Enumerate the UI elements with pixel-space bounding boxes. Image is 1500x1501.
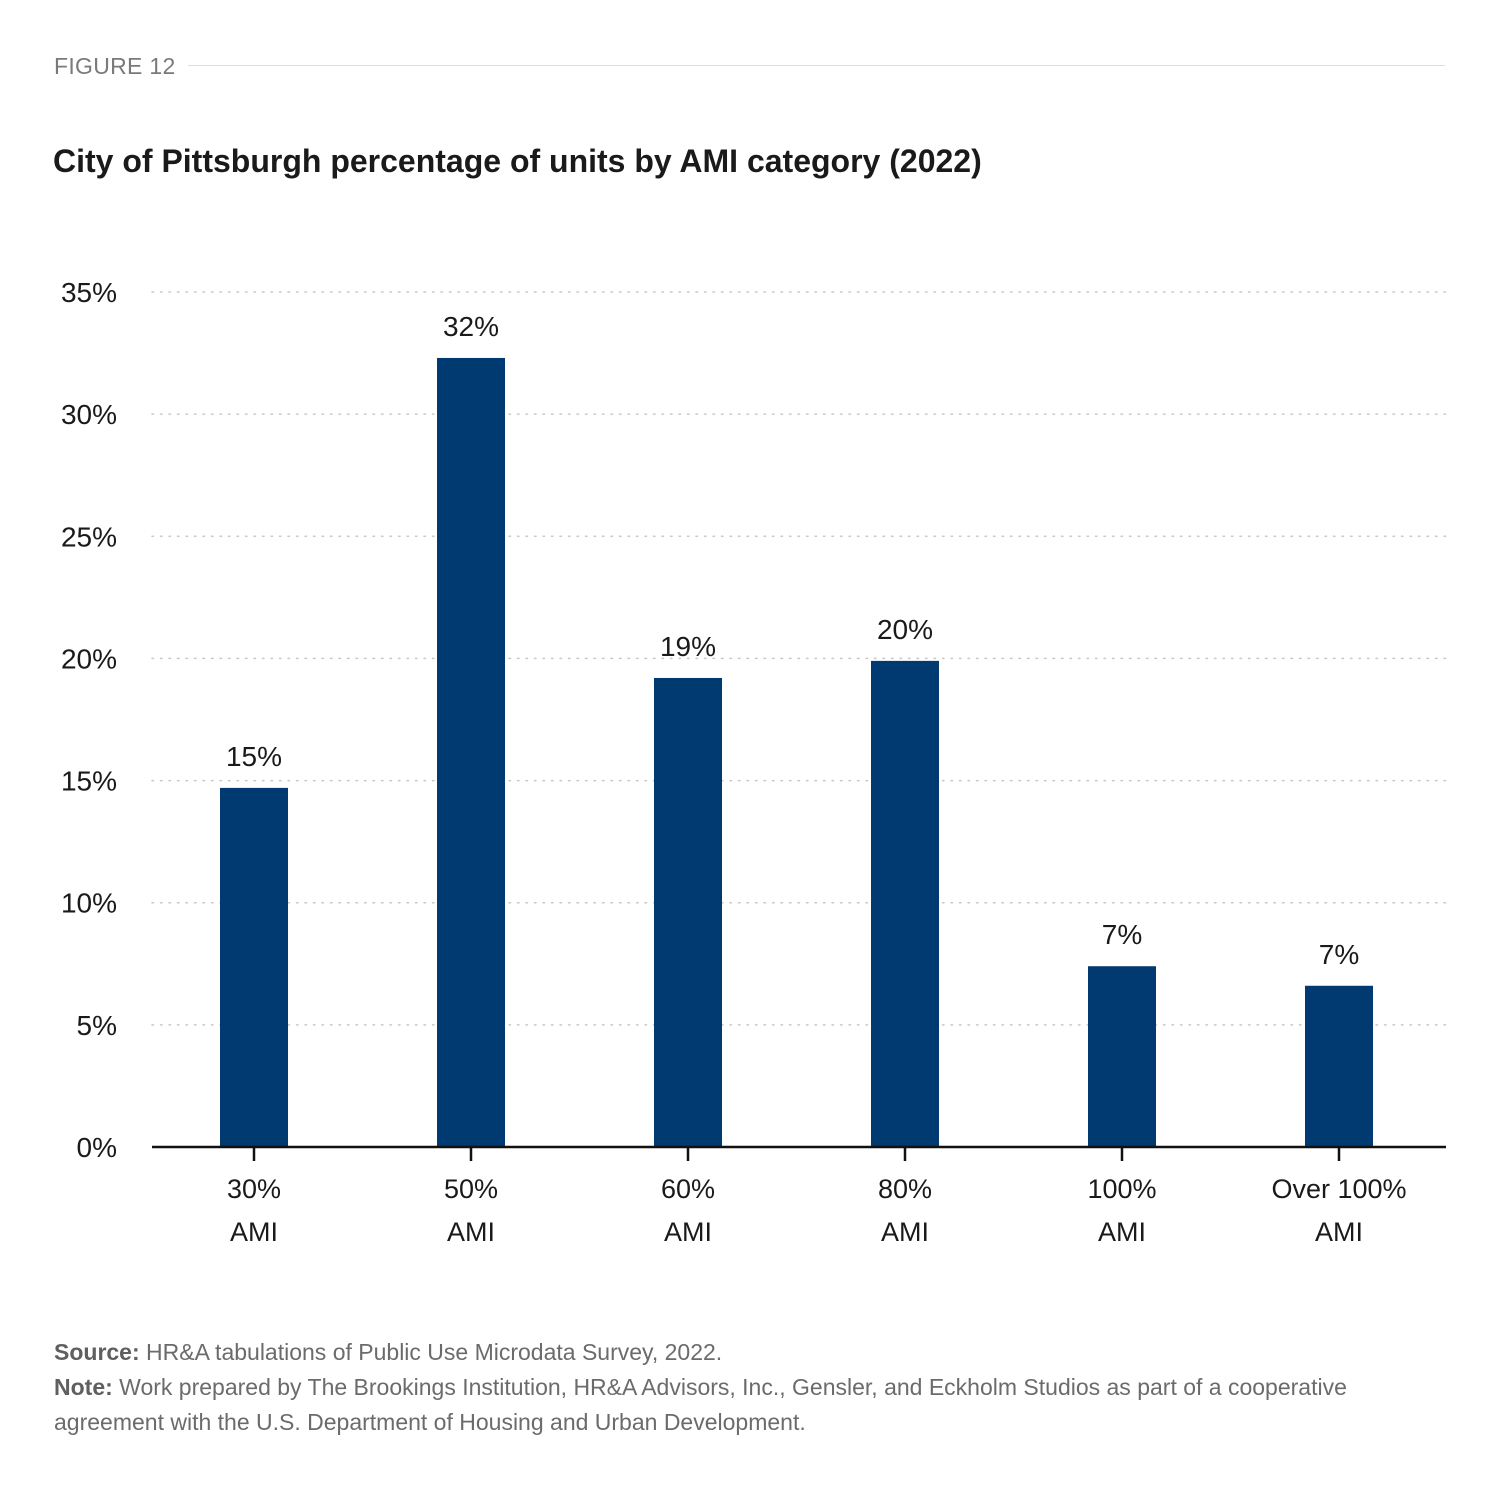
y-tick-label: 5% [77,1010,117,1041]
note-text: Work prepared by The Brookings Instituti… [54,1374,1347,1435]
y-axis-ticks: 0% 5% 10% 15% 20% 25% 30% 35% [61,277,117,1163]
data-label: 7% [1102,919,1142,950]
data-label: 7% [1319,939,1359,970]
chart-title: City of Pittsburgh percentage of units b… [53,143,982,179]
bar [1305,985,1373,1147]
x-tick-label: 50% [444,1174,498,1204]
x-tick-label: AMI [1315,1217,1363,1247]
x-axis: 30% AMI 50% AMI 60% AMI 80% AMI 100% AMI Over 100%… [152,1145,1446,1247]
figure-label: FIGURE 12 [54,53,176,79]
y-tick-label: 30% [61,399,117,430]
y-tick-label: 10% [61,888,117,919]
footnotes: Source: HR&A tabulations of Public Use M… [54,1335,1454,1440]
y-tick-label: 20% [61,643,117,674]
data-label: 15% [226,741,282,772]
data-label: 19% [660,631,716,662]
y-tick-label: 15% [61,766,117,797]
y-tick-label: 35% [61,277,117,308]
note-label: Note: [54,1374,113,1400]
x-tick-label: AMI [881,1217,929,1247]
data-label: 32% [443,311,499,342]
x-tick-label: 100% [1087,1174,1156,1204]
x-tick-label: Over 100% [1271,1174,1406,1204]
x-tick-label: 30% [227,1174,281,1204]
x-tick-label: 60% [661,1174,715,1204]
bar [220,787,288,1147]
bar-chart: 0%5%10%15%20%25%30%35% 15%32%19%20%7%7% … [61,277,1447,1247]
x-tick-label: AMI [447,1217,495,1247]
bar [1088,966,1156,1147]
x-tick-label: AMI [664,1217,712,1247]
x-tick-label: AMI [230,1217,278,1247]
bar [654,677,722,1147]
bars [220,357,1373,1147]
y-tick-label: 0% [77,1132,117,1163]
data-label: 20% [877,614,933,645]
bar [871,660,939,1147]
source-label: Source: [54,1339,140,1365]
source-text: HR&A tabulations of Public Use Microdata… [139,1339,723,1365]
bar [437,357,505,1147]
note: Note: Work prepared by The Brookings Ins… [54,1370,1454,1440]
source-note: Source: HR&A tabulations of Public Use M… [54,1335,1454,1370]
data-labels: 15% 32% 19% 20% 7% 7% [226,311,1359,970]
x-tick-label: AMI [1098,1217,1146,1247]
y-tick-label: 25% [61,521,117,552]
gridlines [151,291,1447,1026]
figure-divider [188,65,1445,66]
x-tick-label: 80% [878,1174,932,1204]
